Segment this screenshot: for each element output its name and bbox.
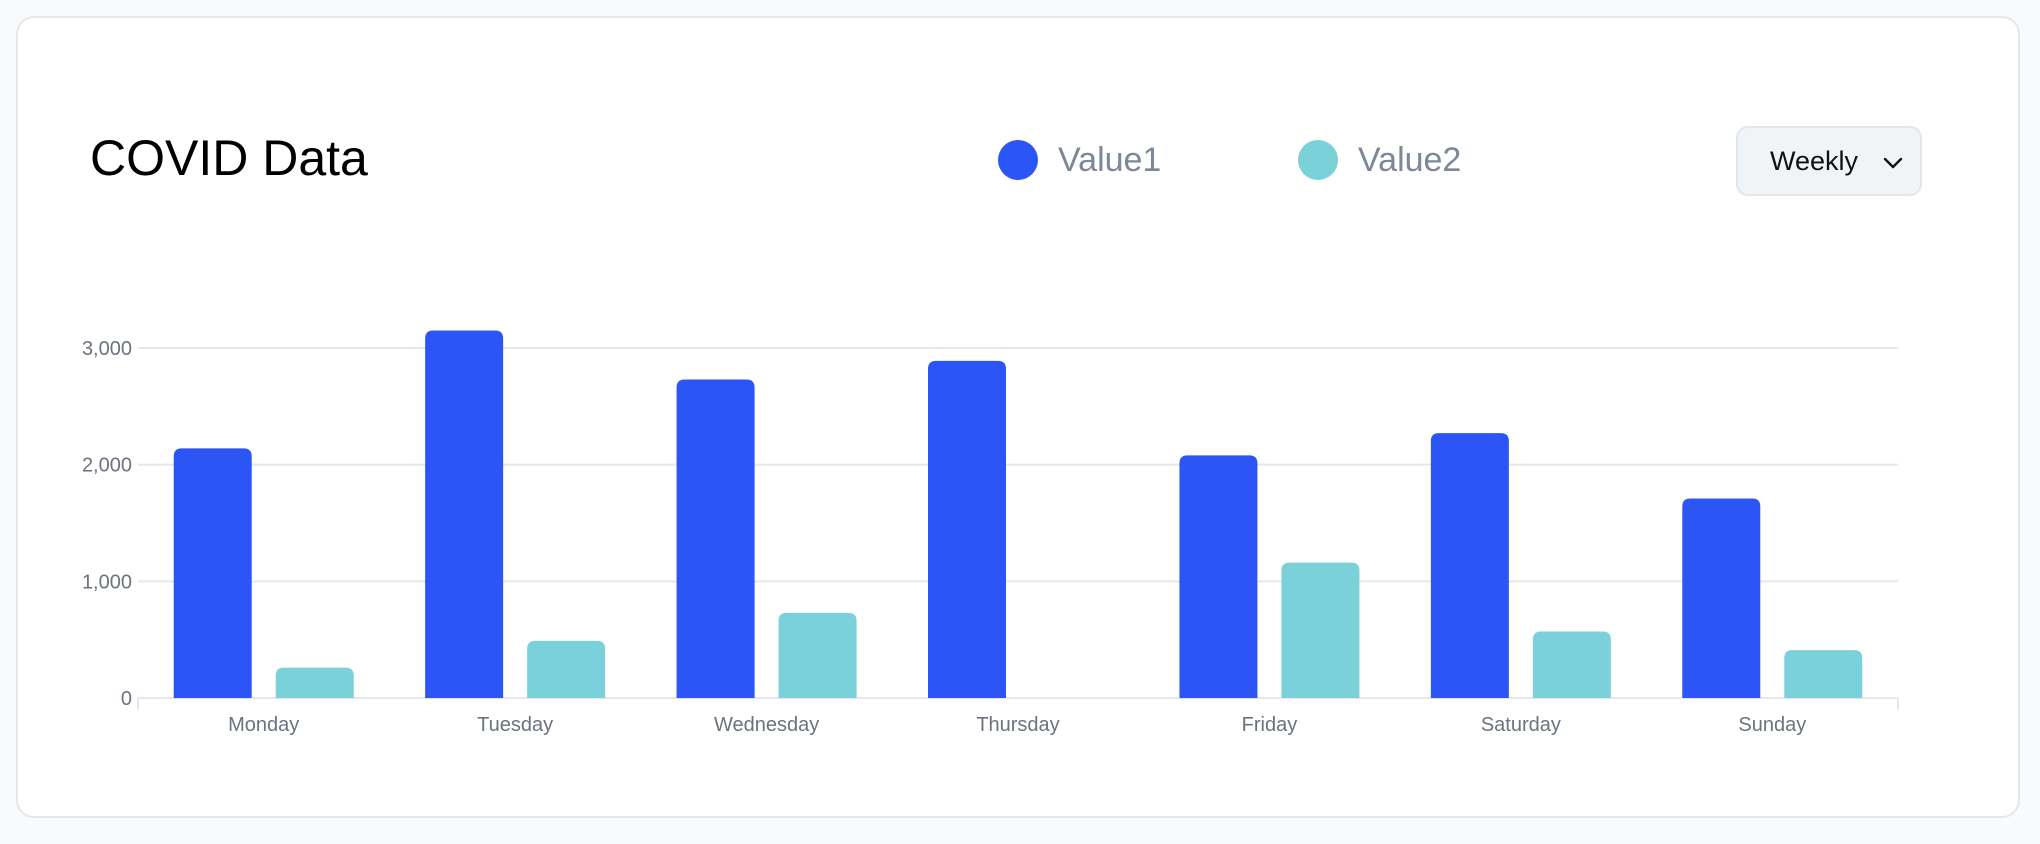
y-axis-ticks: 0 1,000 2,000 3,000 xyxy=(82,338,132,710)
bar-value1-tuesday[interactable] xyxy=(425,330,504,699)
legend-label-value1: Value1 xyxy=(1058,140,1162,179)
legend-label-value2: Value2 xyxy=(1358,140,1462,179)
bar-value2-monday[interactable] xyxy=(275,667,354,698)
legend-swatch-value2 xyxy=(1298,140,1338,180)
legend-item-value1[interactable]: Value1 xyxy=(998,138,1161,182)
x-tick-label: Saturday xyxy=(1481,714,1561,736)
bar-value2-sunday[interactable] xyxy=(1784,650,1863,698)
x-tick-label: Monday xyxy=(228,714,299,736)
y-tick-label: 1,000 xyxy=(82,571,132,593)
legend-swatch-value1 xyxy=(998,140,1038,180)
grid-lines xyxy=(137,347,1899,710)
y-tick-label: 2,000 xyxy=(82,455,132,477)
y-tick-label: 3,000 xyxy=(82,338,132,360)
bar-value2-tuesday[interactable] xyxy=(527,640,606,698)
x-tick-label: Tuesday xyxy=(477,714,553,736)
bars xyxy=(173,330,1863,699)
bar-value1-sunday[interactable] xyxy=(1682,498,1761,699)
bar-value1-monday[interactable] xyxy=(173,448,252,698)
x-axis-ticks: Monday Tuesday Wednesday Thursday Friday Satu… xyxy=(228,714,1806,736)
x-tick-label: Sunday xyxy=(1738,714,1806,736)
y-tick-label: 0 xyxy=(121,688,132,710)
bar-value1-saturday[interactable] xyxy=(1430,433,1509,698)
bar-value2-wednesday[interactable] xyxy=(778,612,857,698)
x-tick-label: Thursday xyxy=(976,714,1059,736)
chevron-down-icon xyxy=(1883,157,1903,169)
period-select[interactable]: Weekly xyxy=(1736,126,1922,196)
period-select-value: Weekly xyxy=(1770,145,1859,176)
bar-value1-thursday[interactable] xyxy=(928,360,1006,698)
x-tick-label: Friday xyxy=(1242,714,1298,736)
page-title: COVID Data xyxy=(90,130,368,186)
bar-value1-wednesday[interactable] xyxy=(676,379,755,699)
bar-value1-friday[interactable] xyxy=(1179,455,1258,698)
bar-value2-friday[interactable] xyxy=(1281,562,1360,698)
x-tick-label: Wednesday xyxy=(714,714,819,736)
legend-item-value2[interactable]: Value2 xyxy=(1298,138,1461,182)
bar-value2-saturday[interactable] xyxy=(1532,631,1611,699)
